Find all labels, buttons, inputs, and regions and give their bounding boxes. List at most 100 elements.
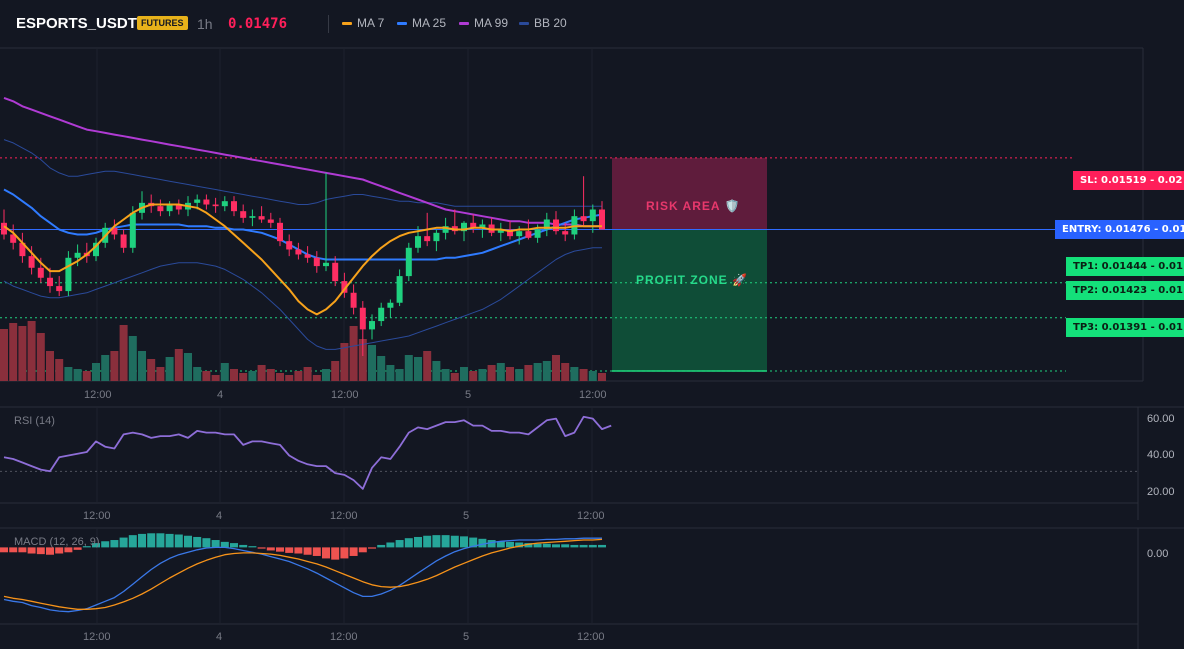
volume-bar [257,365,266,381]
rsi-title: RSI (14) [14,415,55,427]
macd-histogram-bar [478,538,487,548]
risk-area-label: RISK AREA 🛡️ [646,199,741,213]
legend-ma99[interactable]: MA 99 [459,16,508,30]
tp3-tag-suffix: - 0.01 [1150,322,1183,333]
time-tick: 4 [216,631,223,643]
macd-histogram-bar [138,533,146,548]
macd-histogram-bar [248,546,257,548]
macd-histogram-bar [588,544,597,548]
candle-body [396,276,403,303]
volume-bar [220,363,229,381]
volume-bar [184,353,192,381]
candle-body [341,281,348,293]
rsi-tick: 40.00 [1147,449,1175,461]
time-tick: 12:00 [577,510,605,522]
sl-price-tag[interactable]: SL: 0.01519 - 0.02 [1073,171,1184,190]
macd-histogram-bar [18,547,27,553]
legend-swatch-ma7 [342,21,352,25]
macd-histogram-bar [561,544,570,548]
macd-histogram-bar [386,542,395,548]
volume-bar [441,369,450,381]
legend-label-ma7: MA 7 [357,16,385,30]
macd-histogram-bar [340,547,349,559]
volume-bar [432,361,441,381]
volume-bar [588,371,597,381]
volume-bar [138,351,146,381]
time-tick: 12:00 [330,510,358,522]
volume-bar [82,371,91,381]
chart-header: ESPORTS_USDT FUTURES 1h 0.01476 MA 7 MA … [0,0,1184,48]
candle-body [359,307,366,330]
volume-bar [386,365,395,381]
timeframe-label[interactable]: 1h [197,16,213,32]
volume-bar [211,375,220,381]
volume-bar [450,373,459,381]
legend-bb20[interactable]: BB 20 [519,16,567,30]
volume-bar [9,323,18,381]
macd-histogram-bar [579,544,588,548]
macd-title: MACD (12, 26, 9) [14,536,100,548]
macd-histogram-bar [496,541,505,548]
candle-body [507,229,513,237]
profit-zone-label: PROFIT ZONE 🚀 [636,273,748,287]
candle-body [415,236,421,248]
entry-price-tag[interactable]: ENTRY: 0.01476 - 0.01 [1055,220,1184,239]
last-price: 0.01476 [228,16,288,32]
macd-histogram-bar [395,540,404,548]
rsi-line [3,415,612,490]
candle-body [74,252,81,258]
sl-tag-label: SL: 0.01519 [1080,175,1147,186]
candle-body [221,201,228,207]
macd-histogram-bar [303,547,312,555]
volume-bar [515,369,524,381]
time-tick: 4 [216,510,223,522]
header-divider [328,15,329,33]
profit-zone [612,229,767,372]
macd-histogram-bar [450,535,459,548]
tp2-tag-label: TP2: 0.01423 [1073,285,1148,296]
volume-bar [377,356,386,381]
candle-body [19,242,26,257]
macd-histogram-bar [432,535,441,548]
candle-body [323,262,329,267]
legend-ma7[interactable]: MA 7 [342,16,384,30]
tp1-price-tag[interactable]: TP1: 0.01444 - 0.01 [1066,257,1184,276]
macd-histogram-bar [285,547,294,553]
volume-bar [46,351,54,381]
tp3-price-tag[interactable]: TP3: 0.01391 - 0.01 [1066,318,1184,337]
volume-bar [73,369,82,381]
tp2-price-tag[interactable]: TP2: 0.01423 - 0.01 [1066,281,1184,300]
candle-body [10,234,17,243]
volume-bar [55,359,64,381]
volume-bar [18,326,27,381]
macd-histogram-bar [220,541,229,548]
volume-bar [478,369,487,381]
volume-bar [294,371,303,381]
macd-histogram-bar [322,547,330,559]
candle-body [470,222,477,228]
macd-histogram-bar [414,536,422,548]
legend-ma25[interactable]: MA 25 [397,16,446,30]
candle-body [378,307,385,322]
time-tick: 12:00 [330,631,358,643]
candle-body [1,222,7,235]
candle-body [442,226,449,233]
candle-body [525,231,532,238]
volume-bar [460,367,468,381]
candle-body [543,219,550,230]
rsi-tick: 20.00 [1147,486,1175,498]
volume-bar [349,326,358,381]
macd-histogram-bar [368,547,376,549]
macd-histogram-bar [598,544,606,548]
tp1-tag-label: TP1: 0.01444 [1073,261,1148,272]
time-tick: 12:00 [579,389,607,401]
candle-body [240,211,247,218]
legend-swatch-ma99 [459,21,469,25]
candle-body [277,222,283,242]
volume-bar [0,329,8,381]
time-tick: 12:00 [83,510,111,522]
symbol-title[interactable]: ESPORTS_USDT [16,15,137,32]
volume-bar [340,343,349,381]
